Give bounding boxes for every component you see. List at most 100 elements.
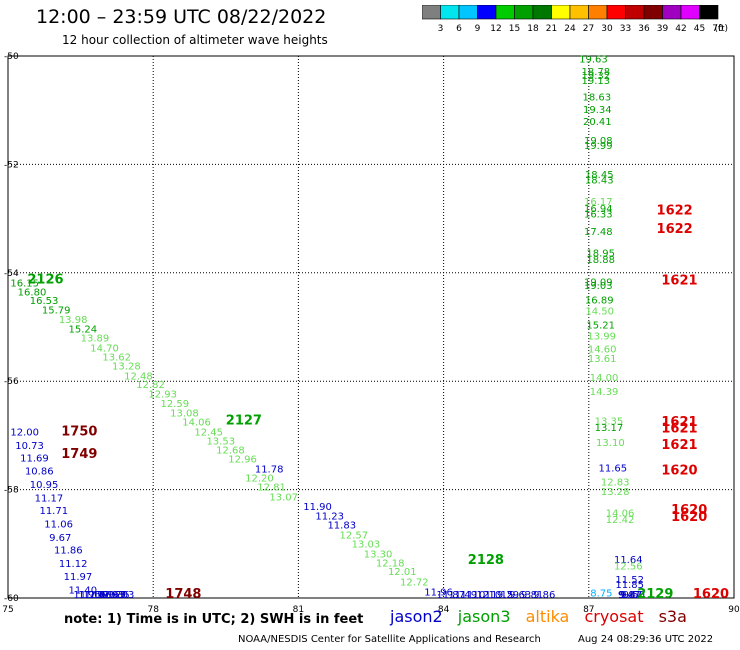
swh-value: 13.89 bbox=[81, 334, 110, 345]
swh-value: 13.28 bbox=[112, 361, 141, 372]
swh-value: 10.73 bbox=[15, 441, 44, 452]
y-tick-label: -60 bbox=[4, 594, 19, 604]
swh-value: 12.82 bbox=[136, 380, 165, 391]
swh-value: 9.29 bbox=[497, 590, 519, 601]
swh-value: 12.57 bbox=[340, 530, 369, 541]
colorbar-label: 15 bbox=[509, 24, 520, 34]
pass-time-label: 1621 bbox=[661, 274, 697, 289]
swh-value: 11.86 bbox=[54, 546, 83, 557]
swh-value: 12.96 bbox=[228, 455, 257, 466]
footnote: note: 1) Time is in UTC; 2) SWH is in fe… bbox=[64, 612, 364, 627]
swh-value: 10.10 bbox=[473, 590, 502, 601]
swh-value: 9.47 bbox=[618, 590, 640, 601]
x-tick-label: 75 bbox=[2, 605, 13, 615]
swh-value: 8.75 bbox=[590, 588, 612, 599]
swh-value: 11.85 bbox=[615, 580, 644, 591]
legend-jason3: jason3 bbox=[457, 607, 511, 626]
pass-time-label: 2128 bbox=[468, 553, 504, 568]
pass-time-label: 1622 bbox=[657, 203, 693, 218]
swh-value: 10.02 bbox=[93, 590, 122, 601]
swh-value: 12.83 bbox=[601, 477, 630, 488]
swh-value: 19.34 bbox=[583, 105, 612, 116]
swh-value: 14.70 bbox=[90, 343, 119, 354]
swh-value: 15.79 bbox=[42, 305, 71, 316]
satellite-legend: jason2 jason3 altika cryosat s3a bbox=[390, 607, 697, 626]
swh-value: 13.28 bbox=[601, 487, 630, 498]
swh-value: 19.99 bbox=[584, 141, 613, 152]
swh-value: 18.63 bbox=[583, 92, 612, 103]
pass-time-label: 1620 bbox=[671, 510, 707, 525]
swh-value: 11.12 bbox=[461, 590, 490, 601]
colorbar-label: 42 bbox=[675, 24, 686, 34]
plot-frame bbox=[7, 55, 735, 599]
swh-value: 9.03 bbox=[112, 590, 134, 601]
x-tick-label: 81 bbox=[293, 605, 304, 615]
swh-value: 17.48 bbox=[584, 227, 613, 238]
swh-value: 13.62 bbox=[102, 353, 131, 364]
swh-value: 9.81 bbox=[619, 590, 641, 601]
colorbar-label: 6 bbox=[456, 24, 462, 34]
pass-time-label: 1621 bbox=[661, 438, 697, 453]
swh-value: 11.40 bbox=[83, 590, 112, 601]
legend-cryosat: cryosat bbox=[584, 607, 644, 626]
colorbar-label: 70 bbox=[712, 24, 724, 34]
swh-value: 18.95 bbox=[586, 249, 615, 260]
swh-value: 10.86 bbox=[25, 466, 54, 477]
swh-value: 14.50 bbox=[585, 307, 614, 318]
legend-jason2: jason2 bbox=[390, 607, 443, 626]
swh-value: 18.45 bbox=[585, 170, 614, 181]
swh-value: 11.65 bbox=[78, 590, 107, 601]
x-tick-label: 87 bbox=[583, 605, 594, 615]
swh-value: 9.47 bbox=[620, 590, 642, 601]
pass-time-label: 1750 bbox=[61, 424, 97, 439]
swh-value: 11.40 bbox=[69, 586, 98, 597]
pass-time-label: 1620 bbox=[671, 503, 707, 518]
swh-value: 13.61 bbox=[588, 354, 617, 365]
pass-time-label: 1621 bbox=[661, 422, 697, 437]
swh-value: 11.52 bbox=[615, 575, 644, 586]
swh-value: 13.08 bbox=[170, 408, 199, 419]
swh-value: 16.33 bbox=[584, 210, 613, 221]
swh-value: 14.06 bbox=[182, 418, 211, 429]
swh-value: 11.15 bbox=[485, 590, 514, 601]
chart-title: 12:00 – 23:59 UTC 08/22/2022 bbox=[36, 6, 327, 28]
pass-time-label: 2126 bbox=[27, 273, 63, 288]
pass-time-label: 2127 bbox=[226, 414, 262, 429]
swh-value: 10.95 bbox=[30, 480, 59, 491]
swh-value: 12.48 bbox=[124, 372, 153, 383]
swh-value: 12.93 bbox=[148, 389, 177, 400]
swh-value: 9.50 bbox=[623, 590, 645, 601]
swh-value: 9.67 bbox=[49, 533, 71, 544]
swh-value: 9.93 bbox=[102, 590, 124, 601]
swh-value: 12.72 bbox=[400, 578, 429, 589]
y-tick-label: -52 bbox=[4, 160, 19, 170]
x-tick-label: 90 bbox=[728, 605, 740, 615]
y-tick-label: -50 bbox=[4, 52, 19, 62]
swh-value: 15.21 bbox=[586, 321, 615, 332]
swh-value: 13.10 bbox=[596, 438, 625, 449]
swh-value: 11.17 bbox=[35, 494, 64, 505]
colorbar-label: 30 bbox=[601, 24, 613, 34]
swh-value: 14.39 bbox=[590, 387, 619, 398]
x-tick-label: 84 bbox=[438, 605, 450, 615]
swh-value: 18.88 bbox=[586, 255, 615, 266]
colorbar-swatch bbox=[699, 5, 719, 20]
swh-value: 19.13 bbox=[582, 76, 611, 87]
colorbar-unit: (ft) bbox=[714, 24, 728, 34]
swh-value: 13.53 bbox=[206, 437, 235, 448]
swh-value: 12.81 bbox=[257, 483, 286, 494]
legend-altika: altika bbox=[525, 607, 570, 626]
swh-value: 11.90 bbox=[303, 502, 332, 513]
swh-value: 12.00 bbox=[10, 427, 39, 438]
pass-time-label: 1621 bbox=[661, 415, 697, 430]
x-tick-label: 78 bbox=[147, 605, 159, 615]
swh-value: 20.41 bbox=[583, 117, 612, 128]
swh-value: 13.30 bbox=[364, 549, 393, 560]
legend-s3a: s3a bbox=[658, 607, 687, 626]
swh-value: 11.67 bbox=[98, 590, 127, 601]
colorbar-label: 27 bbox=[583, 24, 594, 34]
swh-value: 11.12 bbox=[59, 559, 88, 570]
swh-value: 11.78 bbox=[255, 464, 284, 475]
swh-value: 11.96 bbox=[424, 587, 453, 598]
